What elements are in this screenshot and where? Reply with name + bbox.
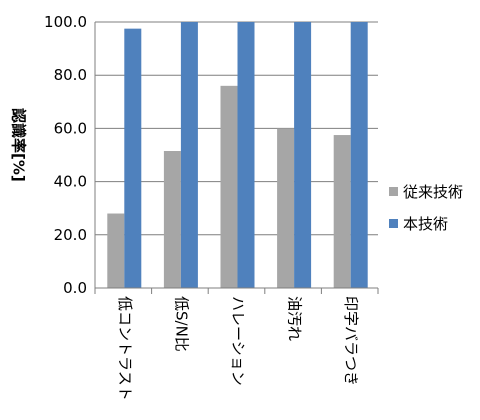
bar-proposed (350, 22, 368, 288)
legend-label: 本技術 (403, 215, 448, 233)
bar-proposed (180, 22, 198, 288)
bar-conventional (107, 213, 125, 288)
category-label: 低S/N比 (172, 296, 190, 352)
y-axis-title: 認識率[%] (10, 108, 28, 182)
bar-conventional (277, 128, 295, 288)
y-tick-label: 60.0 (54, 119, 87, 137)
y-tick-label: 40.0 (54, 173, 87, 191)
y-tick-labels: 0.0 20.0 40.0 60.0 80.0 100.0 (44, 13, 87, 297)
category-label: 油汚れ (286, 296, 304, 341)
legend-swatch (389, 219, 398, 228)
category-label: 印字バラつき (342, 296, 360, 386)
bar-conventional (333, 135, 351, 288)
y-tick-label: 20.0 (54, 226, 87, 244)
y-axis-label: 認識率[%] (10, 108, 28, 182)
bar-conventional (163, 151, 181, 288)
x-category-labels: 低コントラスト 低S/N比 ハレーション 油汚れ 印字バラつき (116, 296, 360, 401)
y-tick-label: 80.0 (54, 66, 87, 84)
bar-proposed (124, 28, 142, 289)
legend-swatch (389, 187, 398, 196)
y-tick-label: 100.0 (44, 13, 87, 31)
legend-label: 従来技術 (403, 183, 463, 201)
bar-proposed (237, 22, 255, 288)
category-label: ハレーション (229, 296, 247, 386)
category-label: 低コントラスト (116, 296, 134, 401)
y-tick-label: 0.0 (63, 279, 87, 297)
bar-proposed (294, 22, 312, 288)
bars (107, 22, 368, 289)
bar-conventional (220, 85, 238, 288)
axes (94, 22, 379, 294)
